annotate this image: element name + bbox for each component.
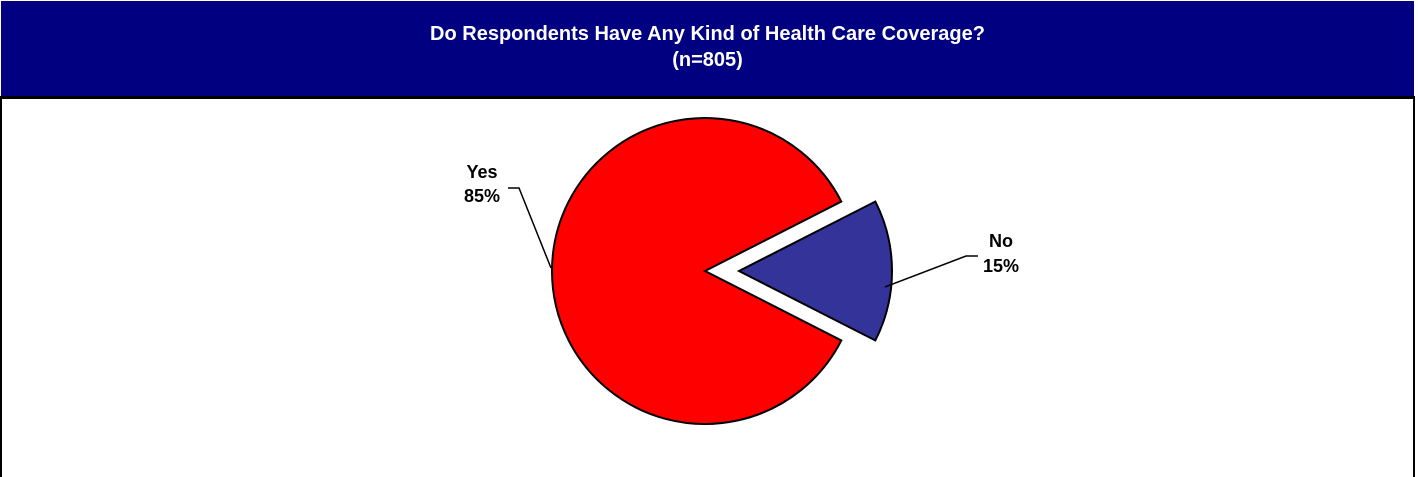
chart-subtitle: (n=805) bbox=[672, 49, 743, 71]
pie-slice-no bbox=[736, 200, 893, 342]
leader-line-no bbox=[884, 255, 978, 288]
slice-labels: No 15% Yes 85% bbox=[464, 162, 1019, 276]
slice-label-yes: Yes bbox=[466, 162, 497, 182]
slice-label-no: No bbox=[989, 231, 1013, 251]
leader-line-yes bbox=[508, 187, 552, 269]
header-divider bbox=[1, 96, 1414, 99]
pie-slices bbox=[551, 117, 893, 425]
left-border bbox=[0, 96, 2, 477]
chart-title: Do Respondents Have Any Kind of Health C… bbox=[430, 23, 985, 45]
pie-slice-yes bbox=[551, 117, 843, 425]
chart-header: Do Respondents Have Any Kind of Health C… bbox=[1, 1, 1414, 96]
right-border bbox=[1413, 96, 1415, 477]
slice-value-yes: 85% bbox=[464, 186, 500, 206]
slice-value-no: 15% bbox=[983, 256, 1019, 276]
leader-lines bbox=[508, 187, 978, 288]
